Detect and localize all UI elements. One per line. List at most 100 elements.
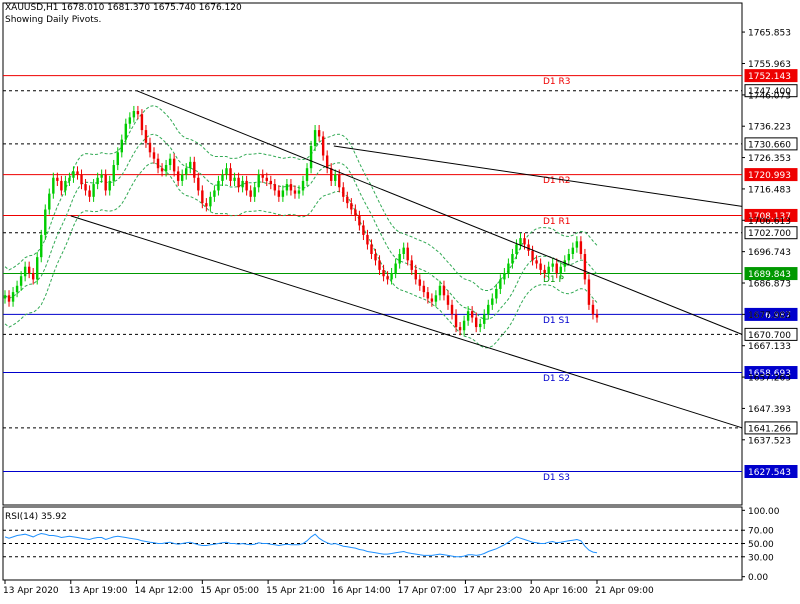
candle-body [386, 276, 389, 280]
candle-body [52, 177, 55, 194]
candle-body [277, 190, 281, 197]
candle-body [378, 260, 381, 270]
pivot-level-value: 1676.987 [748, 311, 791, 321]
channel-trendline [136, 90, 743, 335]
pivot-level-tag [744, 366, 798, 380]
pivot-level-label: D1 R3 [543, 77, 571, 87]
candle-body [583, 254, 587, 280]
candle-body [342, 187, 345, 197]
candle-body [269, 180, 273, 185]
x-tick-label: 14 Apr 12:00 [135, 586, 194, 596]
candle-body [338, 174, 341, 188]
x-tick-label: 17 Apr 23:00 [463, 586, 522, 596]
candle-body [479, 323, 482, 328]
candle-body [205, 203, 208, 207]
candle-body [31, 273, 35, 280]
candle-body [241, 180, 244, 188]
candle-body [390, 273, 393, 280]
candle-body [507, 263, 510, 274]
y-tick-label: 1706.613 [748, 217, 791, 227]
candle-body [197, 177, 200, 191]
candle-body [531, 250, 534, 261]
x-tick-label: 15 Apr 21:00 [266, 586, 325, 596]
candle-body [136, 111, 140, 115]
symbol-ohlc-line: XAUUSD,H1 1678.010 1681.370 1675.740 167… [5, 3, 242, 13]
candle-body [189, 161, 192, 169]
dashed-level-tag [744, 137, 798, 151]
y-tick-label: 1637.523 [748, 436, 791, 446]
candle-body [193, 161, 196, 178]
candle-body [60, 180, 63, 191]
candle-body [124, 123, 128, 140]
candle-body [80, 174, 83, 185]
candle-body [551, 263, 554, 267]
candle-body [317, 130, 321, 137]
candle-body [144, 130, 148, 143]
candle-body [495, 288, 498, 299]
candle-body [152, 152, 156, 159]
dashed-level-tag [744, 84, 798, 98]
candle-body [112, 165, 115, 181]
candle-body [462, 320, 466, 331]
rsi-y-tick-label: 0.00 [748, 573, 768, 583]
dashed-level-tag [744, 327, 798, 341]
candle-body [27, 266, 31, 274]
dashed-level-value: 1730.660 [748, 140, 791, 150]
pivot-level-label: D1 R1 [543, 217, 571, 227]
candle-body [225, 168, 228, 175]
pivot-level-value: 1627.543 [748, 468, 791, 478]
dashed-level-value: 1641.266 [748, 424, 791, 434]
candle-body [233, 177, 236, 181]
candle-body [140, 114, 144, 131]
y-tick-label: 1677.003 [748, 311, 791, 321]
candle-body [470, 311, 474, 318]
dashed-level-tag [744, 421, 798, 435]
candle-body [329, 168, 333, 181]
y-tick-label: 1726.353 [748, 154, 791, 164]
y-tick-label: 1667.133 [748, 342, 791, 352]
channel-trendline [70, 215, 743, 429]
pivots-subtitle: Showing Daily Pivots. [5, 15, 102, 25]
candle-body [503, 273, 506, 280]
y-tick-label: 1736.223 [748, 123, 791, 133]
x-tick-label: 16 Apr 14:00 [332, 586, 391, 596]
candle-body [325, 155, 329, 169]
candle-body [237, 177, 240, 188]
candle-body [84, 184, 87, 191]
bollinger-lower-band [4, 162, 598, 349]
candle-body [491, 298, 494, 305]
pivot-level-label: D1 S1 [543, 316, 570, 326]
candle-body [358, 215, 361, 226]
candle-body [354, 209, 357, 216]
candle-body [40, 234, 43, 258]
x-tick-label: 13 Apr 2020 [3, 586, 59, 596]
candle-body [281, 190, 285, 197]
rsi-title: RSI(14) 35.92 [5, 512, 67, 522]
candle-body [511, 254, 514, 264]
y-tick-label: 1647.393 [748, 405, 791, 415]
candle-body [172, 158, 176, 172]
candle-body [108, 180, 111, 191]
candle-body [595, 314, 599, 318]
y-tick-label: 1657.263 [748, 374, 791, 384]
candle-body [309, 145, 313, 169]
y-tick-label: 1716.483 [748, 185, 791, 195]
candle-body [454, 314, 458, 328]
candle-body [370, 244, 373, 254]
candle-body [362, 225, 365, 235]
candle-body [414, 269, 417, 280]
candle-body [575, 241, 579, 248]
candle-body [487, 304, 490, 315]
candle-body [96, 177, 99, 185]
candle-body [438, 285, 442, 296]
candle-body [374, 254, 377, 261]
candle-body [559, 266, 562, 274]
candle-body [116, 152, 119, 166]
y-tick-label: 1686.873 [748, 279, 791, 289]
candle-body [213, 190, 216, 197]
candle-body [209, 196, 212, 207]
candle-body [92, 184, 95, 197]
candle-body [426, 292, 430, 299]
candle-body [334, 174, 337, 181]
